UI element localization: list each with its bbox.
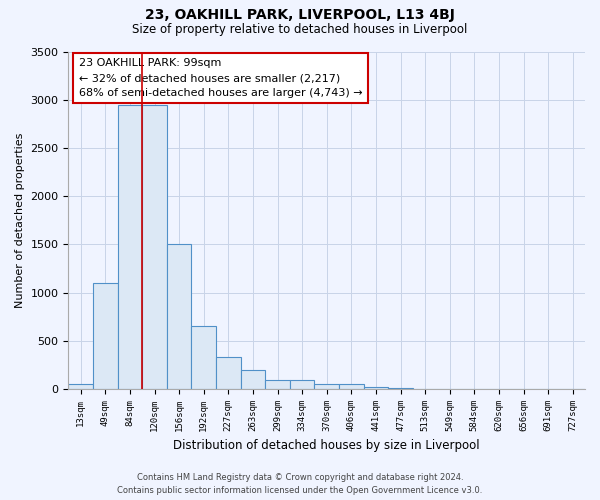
- Bar: [364, 388, 388, 389]
- Bar: [167, 244, 191, 389]
- Bar: [118, 104, 142, 389]
- Y-axis label: Number of detached properties: Number of detached properties: [15, 132, 25, 308]
- X-axis label: Distribution of detached houses by size in Liverpool: Distribution of detached houses by size …: [173, 440, 480, 452]
- Text: Contains HM Land Registry data © Crown copyright and database right 2024.
Contai: Contains HM Land Registry data © Crown c…: [118, 474, 482, 495]
- Bar: [93, 283, 118, 389]
- Bar: [68, 384, 93, 389]
- Text: 23, OAKHILL PARK, LIVERPOOL, L13 4BJ: 23, OAKHILL PARK, LIVERPOOL, L13 4BJ: [145, 8, 455, 22]
- Bar: [290, 380, 314, 389]
- Bar: [265, 380, 290, 389]
- Text: 23 OAKHILL PARK: 99sqm
← 32% of detached houses are smaller (2,217)
68% of semi-: 23 OAKHILL PARK: 99sqm ← 32% of detached…: [79, 58, 362, 98]
- Bar: [388, 388, 413, 389]
- Bar: [142, 104, 167, 389]
- Bar: [339, 384, 364, 389]
- Text: Size of property relative to detached houses in Liverpool: Size of property relative to detached ho…: [133, 22, 467, 36]
- Bar: [241, 370, 265, 389]
- Bar: [191, 326, 216, 389]
- Bar: [314, 384, 339, 389]
- Bar: [216, 358, 241, 389]
